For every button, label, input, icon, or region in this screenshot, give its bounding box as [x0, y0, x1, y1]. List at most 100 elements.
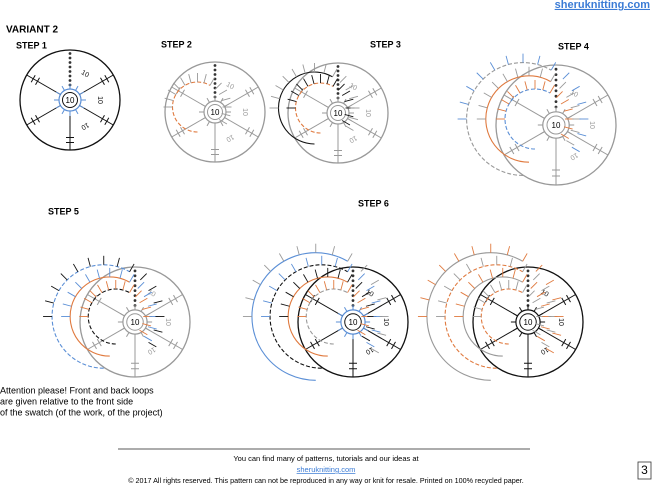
stitch-post	[570, 129, 580, 133]
stitch	[55, 105, 61, 109]
stitch-post	[80, 306, 90, 310]
tick	[92, 341, 97, 350]
stitch	[119, 327, 125, 331]
stitch-post	[535, 323, 545, 327]
spoke	[26, 105, 61, 126]
tick	[566, 294, 571, 303]
stitch-post	[331, 246, 336, 255]
stitch-post	[377, 332, 387, 336]
stitch-post	[129, 274, 135, 283]
tick	[489, 297, 495, 306]
stitch-arc	[480, 288, 523, 345]
stitch-post	[357, 273, 365, 281]
chain-dot	[554, 67, 558, 71]
tick	[561, 297, 567, 306]
sector-label: 10	[348, 82, 358, 92]
stitch-post	[129, 263, 135, 272]
chain-dot	[133, 289, 137, 293]
stitch-post	[360, 323, 370, 327]
stitch	[539, 131, 545, 135]
spoke	[171, 117, 206, 138]
stitch-post	[221, 97, 231, 101]
spoke	[87, 294, 125, 317]
page-number: 3	[641, 463, 648, 477]
stitch	[567, 131, 573, 135]
tick	[314, 338, 320, 347]
stitch-post	[278, 253, 285, 262]
center-label: 10	[211, 108, 220, 117]
spoke	[294, 87, 329, 108]
chain-dot	[213, 82, 217, 85]
stitch-post	[87, 257, 91, 267]
stitch-post	[293, 281, 301, 289]
tick	[180, 89, 185, 97]
stitch-post	[545, 348, 555, 354]
site-link[interactable]: sheruknitting.com	[555, 0, 651, 11]
spoke	[480, 327, 518, 350]
stitch	[126, 306, 130, 312]
stitch-post	[148, 341, 157, 348]
tick	[597, 95, 603, 104]
sector-label: 10	[557, 318, 564, 326]
step-label: STEP 6	[358, 198, 389, 208]
stitch	[200, 117, 206, 121]
step-label: STEP 5	[48, 206, 79, 216]
stitch-post	[522, 274, 528, 283]
spoke	[503, 94, 545, 119]
spoke	[79, 74, 114, 95]
center-core	[330, 105, 346, 121]
step-label: STEP 1	[16, 40, 47, 50]
sector-label: 10	[382, 318, 389, 326]
stitch-post	[349, 116, 359, 121]
stitch-post	[366, 341, 375, 348]
stitch	[206, 121, 210, 127]
stitch-post	[214, 82, 222, 90]
stitch-post	[491, 81, 499, 89]
chain-dot	[133, 269, 137, 273]
stitch-post	[341, 90, 351, 96]
stitch	[363, 327, 369, 331]
chain-dot	[526, 279, 530, 283]
chain-dot	[351, 279, 355, 283]
chain-dot	[351, 269, 355, 273]
stitch-post	[478, 105, 488, 109]
chain-dot	[213, 68, 217, 72]
spoke	[145, 294, 183, 317]
stitch	[538, 313, 544, 317]
sector-label: 10	[569, 151, 579, 161]
stitch-post	[509, 257, 513, 267]
stitch-post	[549, 85, 555, 94]
stitch	[344, 306, 348, 312]
spoke	[87, 327, 125, 350]
chain-dot	[213, 73, 217, 76]
spoke	[538, 294, 576, 317]
stitch-post	[489, 62, 496, 71]
chain-dot	[68, 61, 72, 64]
stitch-post	[571, 146, 580, 153]
stitch-post	[119, 269, 123, 279]
chain-dot	[336, 92, 340, 95]
stitch-post	[349, 95, 359, 100]
sector-label: 10	[225, 81, 235, 91]
footer-link[interactable]: sheruknitting.com	[297, 465, 356, 474]
sector-label: 10	[539, 345, 549, 355]
stitch-post	[302, 64, 306, 74]
stitch-arc	[485, 75, 551, 163]
stitch-post	[290, 90, 300, 96]
tick	[386, 297, 392, 306]
center-core	[126, 313, 144, 331]
stitch-post	[188, 74, 192, 83]
stitch-post	[552, 332, 562, 336]
stitch	[337, 327, 343, 331]
sector-label: 10	[364, 109, 371, 117]
chain-dot	[68, 70, 72, 73]
spoke	[305, 294, 343, 317]
stitch-post	[552, 297, 562, 301]
stitch-post	[365, 326, 375, 330]
stitch-post	[357, 297, 366, 304]
spoke	[294, 118, 329, 139]
stitch	[347, 104, 353, 108]
center-label: 10	[524, 318, 533, 327]
stitch-arc	[504, 88, 551, 150]
stitch-post	[541, 285, 550, 292]
